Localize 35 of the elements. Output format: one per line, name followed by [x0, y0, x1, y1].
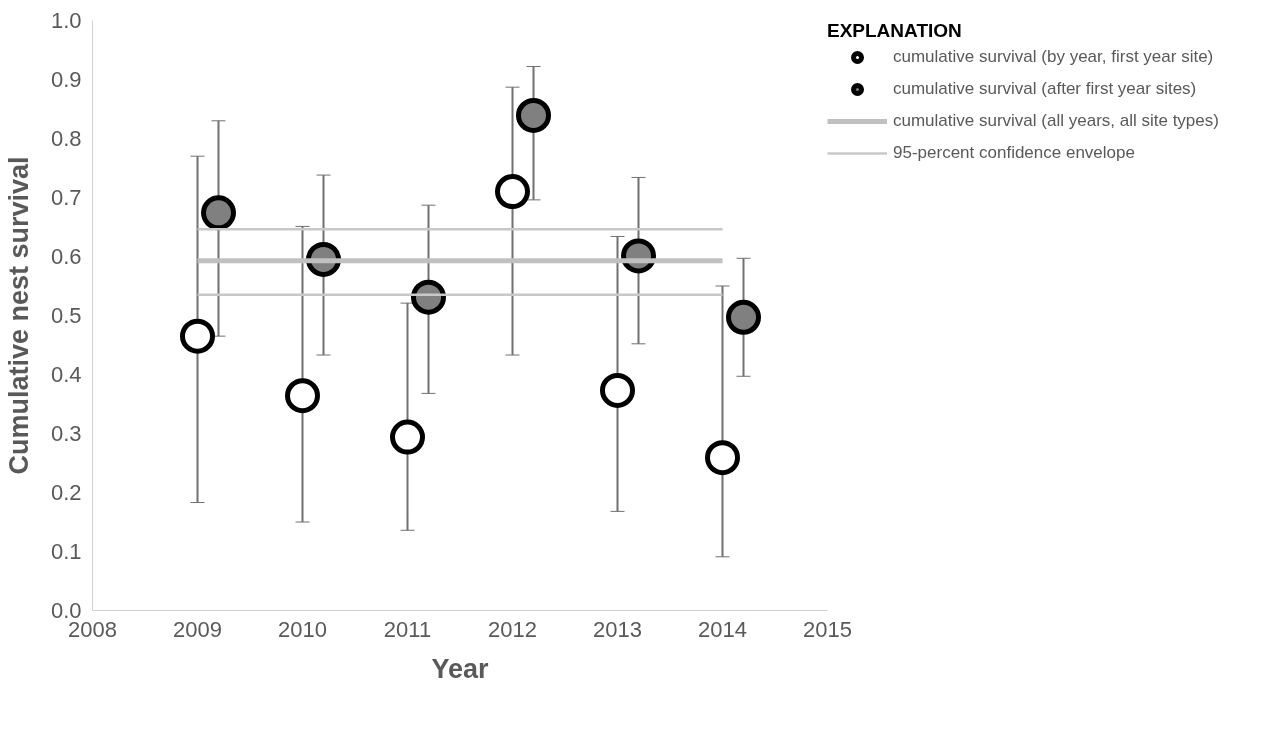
point: [495, 174, 530, 210]
x-tick-label: 2015: [803, 616, 852, 642]
point: [516, 98, 551, 133]
x-tick-label: 2013: [593, 616, 642, 642]
y-tick-label: 0.3: [50, 421, 82, 446]
y-tick-label: 0.0: [50, 598, 82, 623]
point: [600, 372, 635, 408]
y-tick-label: 1.0: [50, 8, 82, 33]
y-tick-label: 0.5: [50, 303, 82, 328]
point: [705, 440, 740, 476]
x-tick-label: 2014: [698, 616, 747, 642]
x-tick-label: 2010: [278, 616, 327, 642]
legend-label: cumulative survival (all years, all site types): [893, 111, 1219, 131]
y-tick-label: 0.8: [50, 126, 82, 151]
legend-label: 95-percent confidence envelope: [893, 143, 1135, 163]
x-tick-label: 2012: [488, 616, 537, 642]
x-tick-label: 2009: [173, 616, 222, 642]
legend-label: cumulative survival (after first year sites): [893, 79, 1197, 99]
y-tick-label: 0.2: [50, 480, 82, 505]
point: [285, 378, 320, 414]
y-tick-label: 0.4: [50, 362, 82, 387]
x-axis-title: Year: [431, 653, 490, 684]
y-tick-label: 0.7: [50, 185, 82, 210]
y-tick-label: 0.9: [50, 67, 82, 92]
legend-label: cumulative survival (by year, first year site): [893, 47, 1214, 67]
point: [726, 299, 761, 335]
x-tick-label: 2011: [383, 616, 432, 642]
y-tick-label: 0.1: [50, 539, 82, 564]
y-axis-title: Cumulative nest survival: [3, 156, 34, 475]
point: [201, 195, 236, 231]
legend-title: EXPLANATION: [827, 20, 963, 42]
point: [180, 318, 215, 354]
point: [411, 279, 446, 315]
y-tick-label: 0.6: [50, 244, 82, 269]
point: [390, 419, 425, 455]
